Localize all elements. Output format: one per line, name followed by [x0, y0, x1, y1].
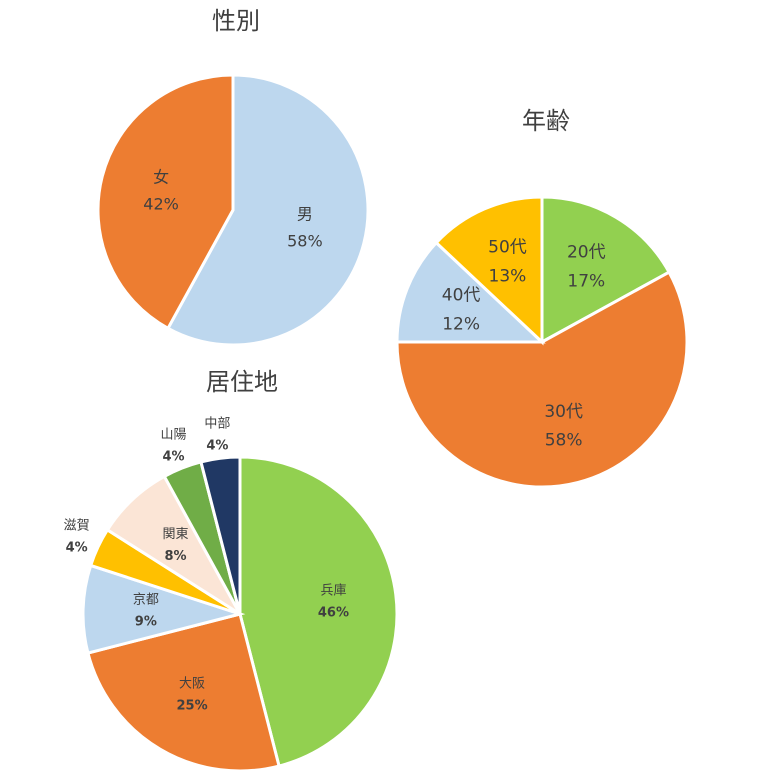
- chart-title: 年齢: [522, 107, 570, 135]
- pie-slice: [86, 612, 281, 772]
- slice-label: 京都: [133, 592, 159, 607]
- slice-label: 大阪: [179, 677, 205, 692]
- value-label: 4%: [206, 438, 228, 453]
- slice-label: 中部: [204, 416, 230, 431]
- slice-label: 男: [297, 204, 313, 223]
- slice-label: 20代: [567, 243, 606, 263]
- chart-title: 性別: [212, 7, 260, 35]
- value-label: 4%: [66, 541, 88, 556]
- pie-slice: [238, 455, 399, 768]
- value-label: 13%: [489, 267, 527, 287]
- value-label: 58%: [287, 232, 323, 251]
- value-label: 9%: [135, 615, 157, 630]
- chart-title: 居住地: [206, 368, 278, 396]
- value-label: 42%: [143, 195, 179, 214]
- pie-slice: [199, 455, 242, 615]
- value-label: 8%: [164, 549, 186, 564]
- value-label: 46%: [318, 606, 349, 621]
- pie-slice: [540, 195, 672, 345]
- slice-label: 40代: [442, 286, 481, 306]
- slice-label: 30代: [544, 402, 583, 422]
- value-label: 58%: [545, 431, 583, 451]
- slice-label: 50代: [488, 238, 527, 258]
- slice-label: 関東: [163, 526, 189, 542]
- pie-slice: [395, 240, 546, 344]
- pie-slice: [165, 73, 370, 347]
- value-label: 4%: [162, 450, 184, 465]
- pie-slice: [81, 563, 246, 655]
- value-label: 25%: [176, 699, 207, 714]
- slice-label: 女: [153, 167, 169, 186]
- pie-slice: [395, 270, 689, 489]
- pie-slice: [96, 73, 235, 331]
- slice-label: 滋賀: [64, 519, 90, 534]
- value-label: 17%: [567, 272, 605, 292]
- value-label: 12%: [442, 314, 480, 334]
- pie-slice: [434, 195, 544, 346]
- slice-label: 兵庫: [320, 584, 346, 599]
- slice-label: 山陽: [161, 428, 187, 443]
